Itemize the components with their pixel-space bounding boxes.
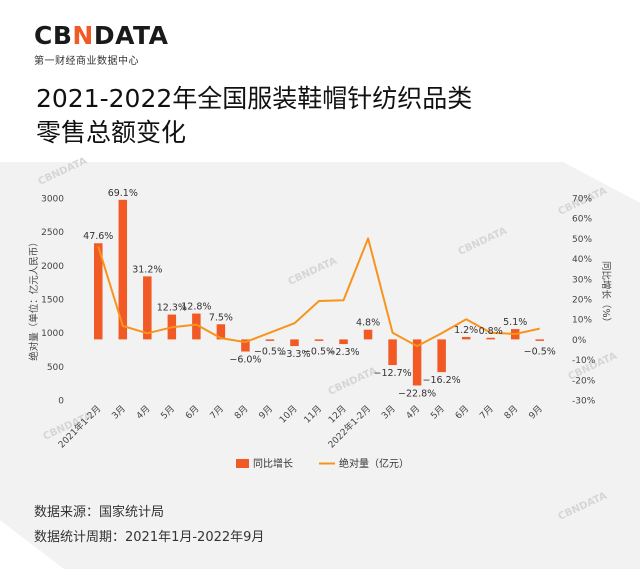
category-label: 7月: [208, 403, 226, 421]
legend-swatch-bar: [236, 459, 249, 468]
bar: [216, 324, 226, 340]
watermark-text: CBNDATA: [37, 156, 89, 188]
right-tick-label: -30%: [572, 397, 596, 407]
watermark-text: CBNDATA: [327, 366, 379, 398]
category-label: 7月: [478, 403, 496, 421]
category-label: 9月: [257, 403, 275, 421]
category-label: 9月: [527, 403, 545, 421]
bar: [265, 339, 275, 341]
bar: [461, 336, 471, 340]
bar-data-label: −0.5%: [303, 346, 335, 357]
bar: [118, 199, 128, 340]
right-tick-label: 10%: [572, 316, 592, 326]
line-path: [97, 237, 540, 348]
left-tick-label: 3000: [41, 195, 64, 205]
bar-data-label: 12.3%: [157, 303, 187, 314]
left-tick-label: 1500: [41, 296, 64, 306]
category-label: 6月: [183, 403, 201, 421]
category-label: 3月: [110, 403, 128, 421]
bar-series: [94, 199, 544, 386]
category-label: 6月: [453, 403, 471, 421]
right-tick-label: 40%: [572, 255, 592, 265]
category-label: 4月: [404, 403, 422, 421]
bar: [363, 329, 373, 340]
right-tick-label: -20%: [572, 376, 596, 386]
bar-data-label: −0.5%: [524, 346, 556, 357]
bar-data-label: 1.2%: [454, 325, 478, 336]
bar: [412, 339, 422, 386]
bar: [143, 276, 152, 340]
bar-data-label: 47.6%: [83, 231, 113, 242]
bar-data-label: −2.3%: [327, 347, 359, 358]
line-series: [97, 237, 540, 348]
category-label: 10月: [277, 403, 299, 425]
bar-data-label: −3.3%: [278, 349, 310, 360]
category-label: 3月: [380, 403, 398, 421]
legend: 同比增长 绝对量（亿元）: [236, 457, 409, 470]
category-label: 2022年1-2月: [325, 403, 373, 451]
source-note: 数据来源：国家统计局: [34, 505, 165, 520]
bar: [314, 339, 324, 341]
right-tick-label: 30%: [572, 275, 592, 285]
bar-data-label: 31.2%: [132, 264, 162, 275]
left-tick-label: 2000: [41, 262, 64, 272]
category-label: 12月: [326, 403, 348, 425]
bar-data-label: −0.5%: [254, 346, 286, 357]
right-tick-label: 70%: [572, 195, 592, 205]
title-line-2: 零售总额变化: [36, 118, 187, 147]
bar: [290, 339, 299, 347]
left-tick-label: 500: [47, 363, 64, 373]
right-tick-label: 60%: [572, 215, 592, 225]
brand-name: CBNDATA: [34, 21, 169, 50]
left-tick-label: 1000: [41, 329, 64, 339]
bar-data-label: 69.1%: [108, 188, 138, 199]
watermark-text: CBNDATA: [557, 491, 609, 523]
data-labels: 47.6%69.1%31.2%12.3%12.8%7.5%−6.0%−0.5%−…: [83, 188, 556, 400]
bar-data-label: 7.5%: [209, 312, 233, 323]
bar: [94, 243, 103, 340]
period-note: 数据统计周期：2021年1月-2022年9月: [34, 530, 265, 545]
bar-data-label: −12.7%: [374, 368, 412, 379]
right-tick-label: -10%: [572, 356, 596, 366]
left-tick-label: 2500: [41, 228, 64, 238]
bar-data-label: 0.8%: [479, 326, 503, 337]
category-label: 5月: [429, 403, 447, 421]
right-tick-label: 50%: [572, 235, 592, 245]
legend-label-line: 绝对量（亿元）: [339, 457, 409, 470]
bar-data-label: −22.8%: [398, 388, 436, 399]
category-label: 8月: [232, 403, 250, 421]
bar: [241, 339, 250, 352]
left-tick-label: 0: [58, 397, 64, 407]
watermark-text: CBNDATA: [457, 226, 509, 258]
category-label: 8月: [502, 403, 520, 421]
legend-label-bar: 同比增长: [253, 457, 293, 470]
bar-data-label: −16.2%: [423, 375, 461, 386]
page-title: 2021-2022年全国服装鞋帽针纺织品类 零售总额变化: [36, 82, 596, 150]
bar-data-label: 4.8%: [356, 318, 380, 329]
brand-tagline: 第一财经商业数据中心: [34, 56, 139, 67]
category-label: 4月: [134, 403, 152, 421]
bar: [437, 339, 446, 373]
category-label: 11月: [302, 403, 324, 425]
bar: [388, 339, 397, 366]
right-tick-label: 0%: [572, 336, 587, 346]
bar: [535, 339, 544, 341]
left-axis-title: 绝对量（单位：亿元人民币）: [28, 237, 40, 361]
right-axis-title: 同比增长（%）: [600, 261, 612, 327]
bar: [486, 337, 495, 340]
bar: [339, 339, 348, 345]
category-label: 5月: [159, 403, 177, 421]
bar-data-label: 12.8%: [181, 302, 211, 313]
watermark-text: CBNDATA: [287, 256, 339, 288]
bar: [192, 313, 201, 340]
title-line-1: 2021-2022年全国服装鞋帽针纺织品类: [36, 84, 473, 113]
right-tick-label: 20%: [572, 296, 592, 306]
brand-logo: CBNDATA 第一财经商业数据中心: [34, 21, 169, 68]
chart-panel-background: [0, 162, 640, 569]
bar-data-label: 5.1%: [503, 317, 527, 328]
bar-data-label: −6.0%: [229, 355, 261, 366]
